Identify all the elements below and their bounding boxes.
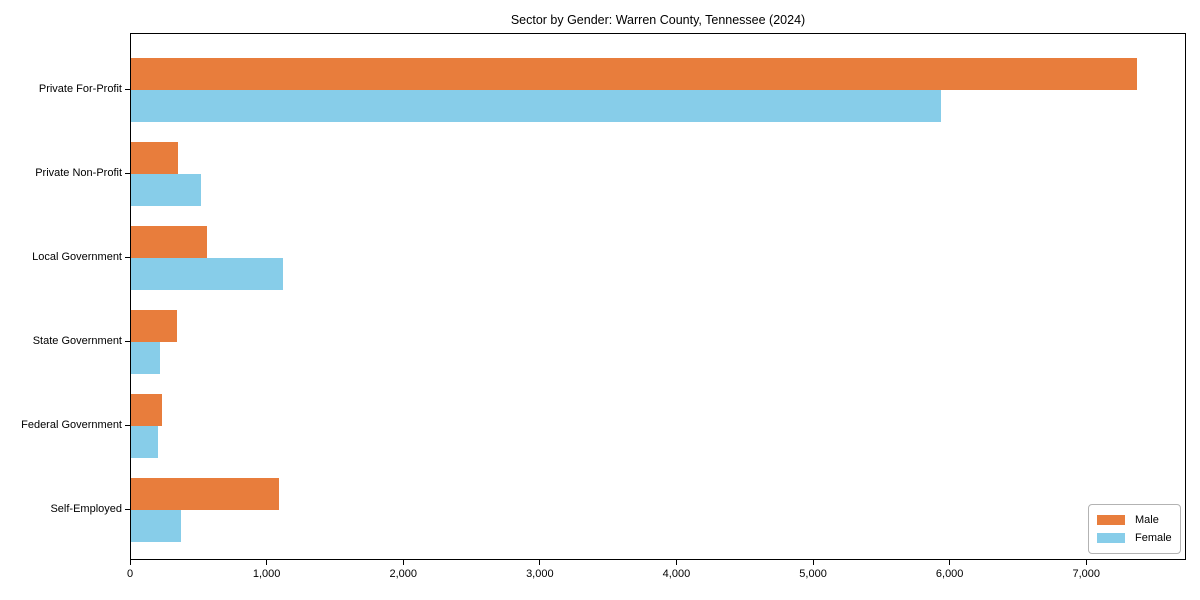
x-tick-label-7000: 7,000 (1072, 568, 1101, 580)
legend-entry-female: Female (1097, 531, 1172, 544)
y-tick-label-self-employed: Self-Employed (50, 503, 122, 515)
y-tick-label-private-for-profit: Private For-Profit (38, 83, 122, 95)
x-tick-label-5000: 5,000 (799, 568, 827, 580)
bar-male-self-employed (131, 478, 280, 510)
bar-male-federal-government (131, 394, 162, 426)
y-tick-label-private-non-profit: Private Non-Profit (35, 167, 122, 179)
legend: Male Female (1088, 504, 1181, 554)
x-tick (539, 560, 541, 565)
y-tick (125, 340, 130, 342)
bar-female-private-for-profit (131, 90, 942, 122)
y-tick (125, 172, 130, 174)
bar-female-state-government (131, 342, 160, 374)
y-tick-label-state-government: State Government (32, 335, 122, 347)
y-tick-label-local-government: Local Government (32, 251, 122, 263)
bar-male-local-government (131, 226, 207, 258)
x-tick (129, 560, 131, 565)
y-tick (125, 508, 130, 510)
x-tick-label-1000: 1,000 (252, 568, 281, 580)
x-tick (675, 560, 677, 565)
x-tick (812, 560, 814, 565)
legend-entry-male: Male (1097, 513, 1172, 526)
male-swatch-icon (1097, 515, 1125, 525)
bar-female-private-non-profit (131, 174, 201, 206)
x-tick-label-0: 0 (126, 568, 134, 580)
bar-male-private-for-profit (131, 58, 1137, 90)
bar-male-private-non-profit (131, 142, 179, 174)
legend-label-male: Male (1135, 513, 1159, 526)
plot-area (130, 33, 1186, 560)
legend-label-female: Female (1135, 531, 1172, 544)
x-tick (949, 560, 951, 565)
y-tick (125, 256, 130, 258)
bar-female-self-employed (131, 510, 181, 542)
x-tick-label-4000: 4,000 (662, 568, 691, 580)
y-tick (125, 88, 130, 90)
y-tick-label-federal-government: Federal Government (21, 419, 122, 431)
bar-female-local-government (131, 258, 284, 290)
x-tick-label-3000: 3,000 (526, 568, 554, 580)
bar-male-state-government (131, 310, 178, 342)
chart-title: Sector by Gender: Warren County, Tenness… (510, 13, 806, 27)
x-tick-label-6000: 6,000 (935, 568, 964, 580)
x-tick-label-2000: 2,000 (389, 568, 417, 580)
female-swatch-icon (1097, 533, 1125, 543)
bar-female-federal-government (131, 426, 158, 458)
x-tick (1085, 560, 1087, 565)
x-tick (266, 560, 268, 565)
y-tick (125, 424, 130, 426)
x-tick (402, 560, 404, 565)
